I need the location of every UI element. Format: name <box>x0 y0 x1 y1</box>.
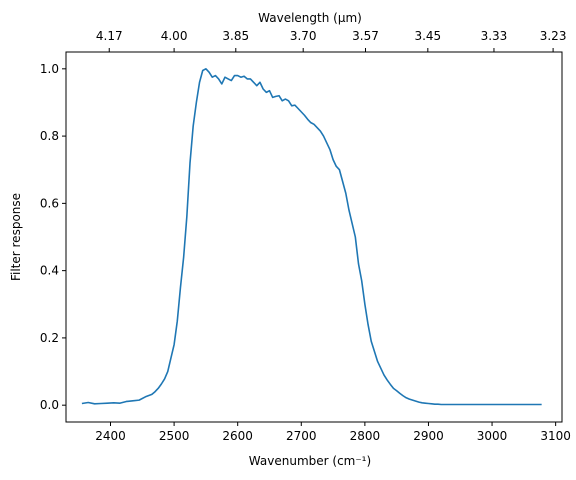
top-tick-label: 3.70 <box>290 29 317 43</box>
top-tick-label: 3.85 <box>222 29 249 43</box>
top-axis-ticks: 4.17 4.00 3.85 3.70 3.57 3.45 3.33 3.23 <box>96 29 567 52</box>
top-tick-label: 3.57 <box>352 29 379 43</box>
y-tick-label: 1.0 <box>40 62 59 76</box>
x-axis-title: Wavenumber (cm⁻¹) <box>249 454 371 468</box>
x-axis-ticks: 2400 2500 2600 2700 2800 2900 3000 3100 <box>95 422 571 443</box>
y-tick-label: 0.4 <box>40 264 59 278</box>
x-tick-label: 2700 <box>286 429 317 443</box>
top-tick-label: 4.00 <box>161 29 188 43</box>
y-tick-label: 0.0 <box>40 398 59 412</box>
y-tick-label: 0.8 <box>40 129 59 143</box>
series-layer <box>81 68 542 406</box>
x-tick-label: 3000 <box>477 429 508 443</box>
top-tick-label: 4.17 <box>96 29 123 43</box>
x-tick-label: 2400 <box>95 429 126 443</box>
x-tick-label: 3100 <box>540 429 571 443</box>
x-tick-label: 2900 <box>413 429 444 443</box>
y-axis-title: Filter response <box>9 193 23 281</box>
plot-frame <box>65 51 563 423</box>
y-tick-label: 0.6 <box>40 196 59 210</box>
x-tick-label: 2800 <box>350 429 381 443</box>
y-axis-ticks: 0.0 0.2 0.4 0.6 0.8 1.0 <box>40 62 66 412</box>
y-tick-label: 0.2 <box>40 331 59 345</box>
top-tick-label: 3.45 <box>414 29 441 43</box>
top-tick-label: 3.23 <box>540 29 567 43</box>
x-tick-label: 2500 <box>159 429 190 443</box>
top-axis-title: Wavelength (μm) <box>258 11 362 25</box>
x-tick-label: 2600 <box>222 429 253 443</box>
top-tick-label: 3.33 <box>481 29 508 43</box>
filter-response-line <box>81 68 542 406</box>
